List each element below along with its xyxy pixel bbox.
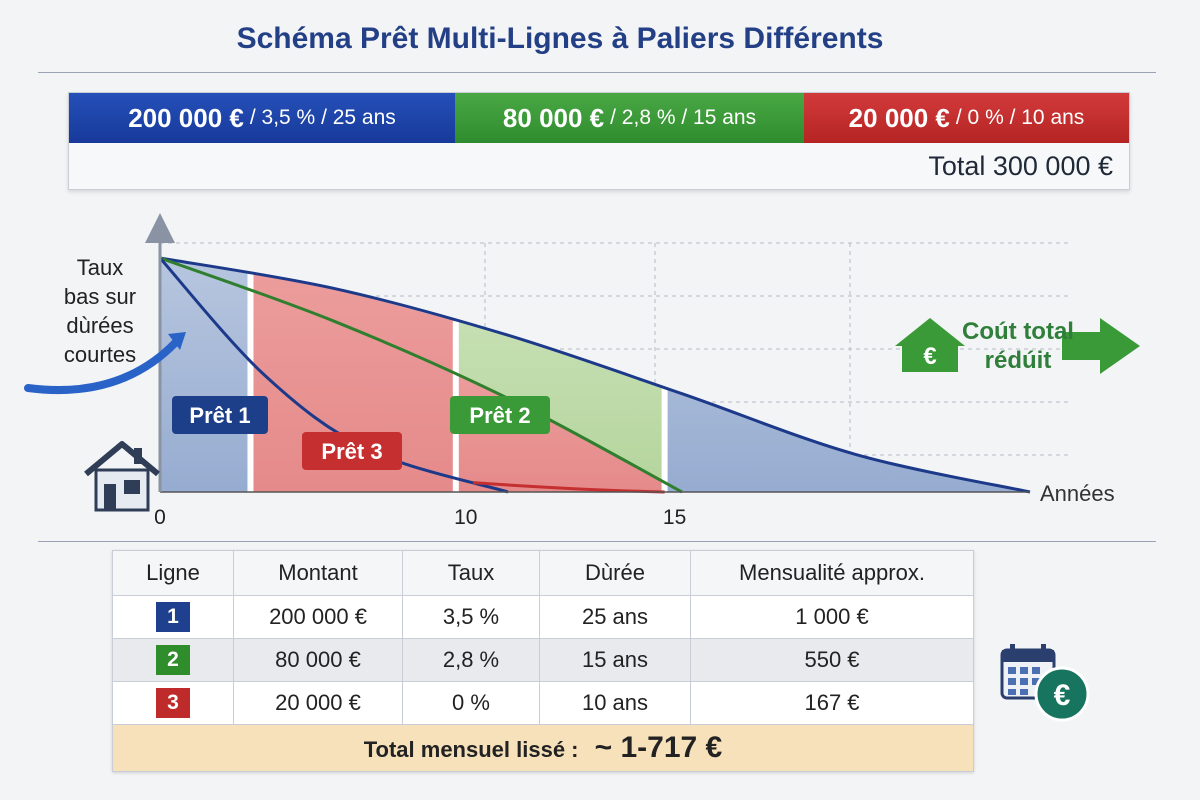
x-axis-label: Années — [1040, 481, 1115, 506]
svg-text:Prêt 3: Prêt 3 — [321, 439, 382, 464]
euro-house-icon — [895, 318, 965, 372]
table-row: 3 20 000 € 0 % 10 ans 167 € — [112, 681, 974, 725]
total-amount: Total 300 000 € — [928, 151, 1113, 181]
loan-summary-panel: 200 000 € / 3,5 % / 25 ans 80 000 € / 2,… — [68, 92, 1130, 190]
cell-duree: 25 ans — [539, 595, 691, 639]
cell-montant: 80 000 € — [233, 638, 403, 682]
curve-prêt-3 — [158, 257, 509, 494]
cell-mensualite: 550 € — [690, 638, 974, 682]
loan-segment-3: 20 000 € / 0 % / 10 ans — [804, 93, 1129, 143]
total-row: Total mensuel lissé : ~ 1-717 € — [112, 724, 974, 772]
x-tick-15: 15 — [663, 506, 686, 529]
loan-areas — [160, 258, 1030, 492]
cell-taux: 3,5 % — [402, 595, 540, 639]
cell-duree: 10 ans — [539, 681, 691, 725]
table-header-row: Ligne Montant Taux Dùrée Mensualité appr… — [112, 550, 974, 596]
svg-text:bas sur: bas sur — [64, 284, 136, 309]
cell-taux: 0 % — [402, 681, 540, 725]
svg-text:€: € — [1054, 679, 1071, 712]
table-row: 2 80 000 € 2,8 % 15 ans 550 € — [112, 638, 974, 682]
col-mensualite: Mensualité approx. — [690, 550, 974, 596]
area-pret3-stage — [250, 273, 456, 492]
loan-curves — [158, 256, 1031, 494]
curved-arrow-icon — [24, 338, 180, 395]
arrow-head-icon — [168, 332, 186, 350]
house-icon — [84, 441, 160, 512]
loan-3-terms: / 0 % / 10 ans — [955, 106, 1085, 129]
series-label-pret1: Prêt 1 — [172, 396, 268, 434]
svg-text:courtes: courtes — [64, 342, 136, 367]
svg-text:Taux: Taux — [77, 255, 123, 280]
loan-segment-1: 200 000 € / 3,5 % / 25 ans — [69, 93, 455, 143]
page-title: Schéma Prêt Multi-Lignes à Paliers Diffé… — [236, 22, 884, 55]
reduced-cost-label-1: Coút total — [962, 318, 1074, 345]
svg-text:Prêt 1: Prêt 1 — [189, 403, 250, 428]
series-label-pret3: Prêt 3 — [302, 432, 402, 470]
svg-text:dùrées: dùrées — [66, 313, 133, 338]
reduced-cost-label-2: rédúit — [985, 347, 1052, 374]
svg-text:Prêt 2: Prêt 2 — [469, 403, 530, 428]
amortization-chart: Années 0 10 15 Prêt 1 Prêt 2 Prêt 3 Taux… — [24, 213, 1140, 529]
cell-taux: 2,8 % — [402, 638, 540, 682]
table-row: 1 200 000 € 3,5 % 25 ans 1 000 € — [112, 595, 974, 639]
section-divider — [38, 541, 1156, 542]
loan-3-amount: 20 000 € — [848, 102, 950, 133]
col-duree: Dùrée — [539, 550, 691, 596]
reduced-cost-annotation: € Coút total rédúit — [895, 318, 1140, 374]
series-label-pret2: Prêt 2 — [450, 396, 550, 434]
total-label: Total mensuel lissé : — [363, 737, 579, 762]
line-badge-3: 3 — [156, 688, 190, 718]
loan-2-terms: / 2,8 % / 15 ans — [610, 106, 757, 129]
loan-1-terms: / 3,5 % / 25 ans — [249, 106, 396, 129]
calendar-euro-icon: € — [1000, 644, 1090, 722]
annotation-left: Taux bas sur dùrées courtes — [64, 255, 136, 367]
line-badge-2: 2 — [156, 645, 190, 675]
col-montant: Montant — [233, 550, 403, 596]
curve-prêt-2 — [159, 256, 683, 494]
cell-montant: 20 000 € — [233, 681, 403, 725]
line-badge-1: 1 — [156, 602, 190, 632]
title-divider — [38, 72, 1156, 73]
loan-2-amount: 80 000 € — [502, 102, 605, 133]
loan-1-amount: 200 000 € — [128, 102, 244, 133]
total-cell: Total mensuel lissé : ~ 1-717 € — [112, 724, 974, 772]
euro-coin-icon: € — [1034, 666, 1090, 722]
cell-mensualite: 1 000 € — [690, 595, 974, 639]
cell-montant: 200 000 € — [233, 595, 403, 639]
loan-segment-2: 80 000 € / 2,8 % / 15 ans — [455, 93, 804, 143]
col-ligne: Ligne — [112, 550, 234, 596]
x-tick-0: 0 — [154, 506, 166, 529]
x-tick-10: 10 — [454, 506, 477, 529]
total-value: ~ 1-717 € — [594, 731, 723, 764]
cell-mensualite: 167 € — [690, 681, 974, 725]
svg-text:€: € — [923, 343, 936, 370]
arrow-right-icon — [1062, 318, 1140, 374]
curve-prêt-1 — [159, 256, 1031, 494]
loan-table: Ligne Montant Taux Dùrée Mensualité appr… — [112, 550, 974, 772]
cell-duree: 15 ans — [539, 638, 691, 682]
col-taux: Taux — [402, 550, 540, 596]
